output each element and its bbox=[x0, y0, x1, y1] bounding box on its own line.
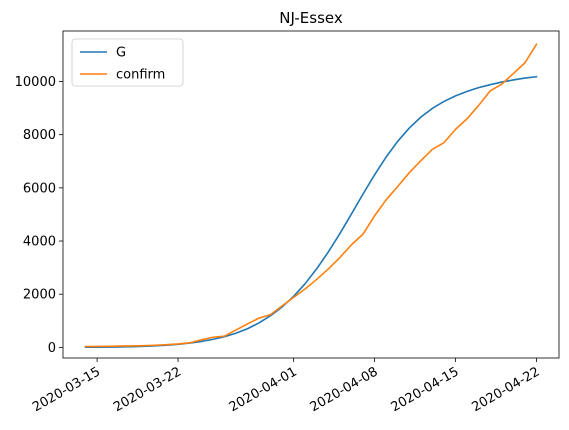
legend-label-G: G bbox=[116, 46, 126, 61]
chart-title: NJ-Essex bbox=[279, 9, 343, 27]
y-tick-label: 4000 bbox=[23, 235, 56, 250]
axes-frame bbox=[62, 30, 560, 359]
legend-label-confirm: confirm bbox=[116, 68, 165, 83]
y-tick-label: 2000 bbox=[23, 288, 56, 303]
y-tick-label: 6000 bbox=[23, 181, 56, 196]
y-tick-label: 0 bbox=[48, 341, 56, 356]
series-line-confirm bbox=[84, 43, 538, 348]
y-tick-label: 8000 bbox=[23, 128, 56, 143]
y-tick-label: 10000 bbox=[15, 75, 56, 90]
plot-area bbox=[84, 43, 538, 349]
